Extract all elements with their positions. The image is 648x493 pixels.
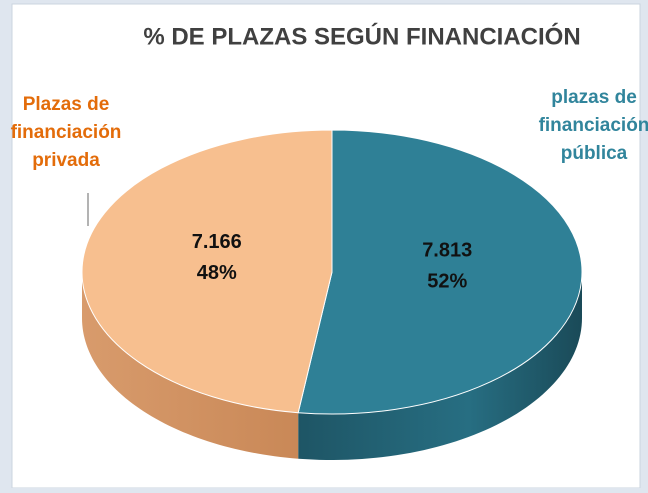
slice bbox=[81, 129, 333, 414]
percent-label: 52% bbox=[427, 270, 467, 292]
category-label: financiación bbox=[11, 122, 122, 143]
category-label: pública bbox=[561, 143, 628, 164]
category-label: privada bbox=[32, 150, 100, 171]
value-label: 7.166 bbox=[192, 231, 242, 253]
slice bbox=[297, 129, 583, 415]
category-label: Plazas de bbox=[23, 94, 110, 115]
value-label: 7.813 bbox=[422, 239, 472, 261]
category-label: financiación bbox=[539, 115, 648, 136]
chart-title: % DE PLAZAS SEGÚN FINANCIACIÓN bbox=[143, 22, 580, 50]
category-label: plazas de bbox=[551, 87, 637, 108]
slice-side bbox=[82, 272, 299, 459]
percent-label: 48% bbox=[197, 262, 237, 284]
slice-side bbox=[298, 272, 582, 460]
